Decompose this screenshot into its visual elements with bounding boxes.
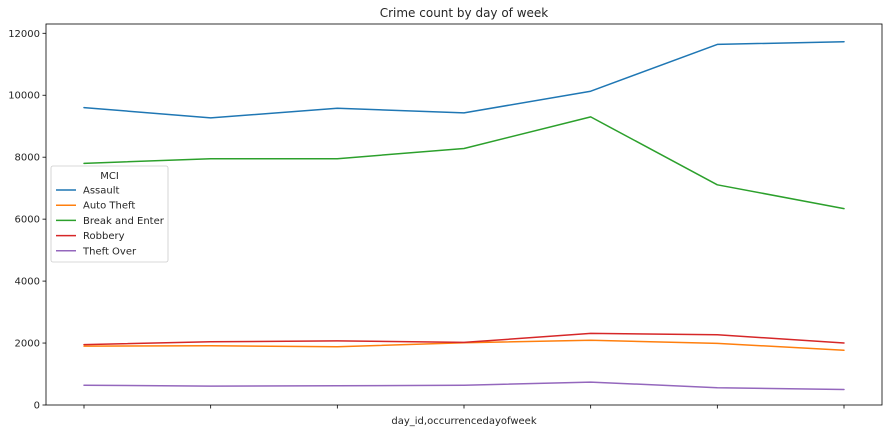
y-tick-label: 2000 xyxy=(15,339,40,350)
x-axis-label: day_id,occurrencedayofweek xyxy=(391,416,536,427)
legend: MCI Assault Auto Theft Break and Enter Robb… xyxy=(50,165,169,263)
series-line-assault xyxy=(83,40,845,119)
x-axis xyxy=(83,405,845,409)
legend-label-theft-over: Theft Over xyxy=(82,246,137,257)
y-tick-label: 4000 xyxy=(15,277,40,288)
y-tick-label: 10000 xyxy=(8,91,40,102)
y-tick-label: 12000 xyxy=(8,29,40,40)
legend-label-assault: Assault xyxy=(83,186,120,197)
y-tick-label: 6000 xyxy=(15,215,40,226)
legend-label-break-and-enter: Break and Enter xyxy=(83,216,165,227)
legend-title: MCI xyxy=(100,171,119,182)
y-axis: 0 2000 4000 6000 8000 10000 12000 xyxy=(8,29,46,412)
y-tick-label: 0 xyxy=(34,401,40,412)
series-line-theft-over xyxy=(83,381,845,391)
legend-label-auto-theft: Auto Theft xyxy=(83,201,135,212)
plot-frame xyxy=(45,23,883,406)
y-tick-label: 8000 xyxy=(15,153,40,164)
series-layer xyxy=(83,40,845,391)
series-line-robbery xyxy=(83,332,845,346)
chart-title: Crime count by day of week xyxy=(380,6,549,20)
series-line-break-and-enter xyxy=(83,116,845,210)
legend-label-robbery: Robbery xyxy=(83,231,125,242)
legend-box xyxy=(50,165,169,263)
